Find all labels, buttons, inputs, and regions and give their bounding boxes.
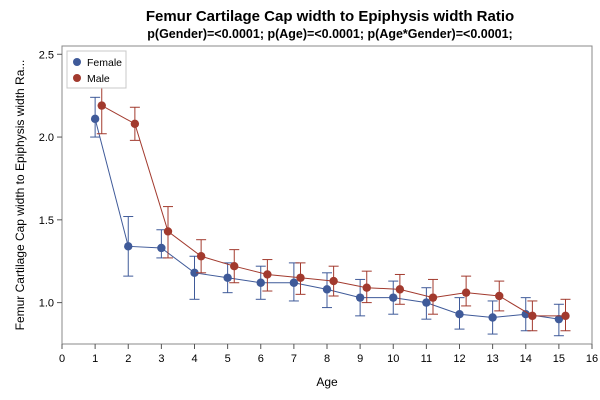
x-tick-label: 16 [586, 353, 598, 365]
legend-male-label: Male [87, 73, 110, 85]
y-tick-label: 1.0 [39, 298, 54, 310]
x-tick-label: 5 [225, 353, 231, 365]
male-data-point [495, 291, 504, 301]
female-data-point [190, 268, 199, 278]
female-data-point [521, 310, 530, 319]
chart-subtitle: p(Gender)=<0.0001; p(Age)=<0.0001; p(Age… [147, 27, 513, 41]
female-data-point [157, 243, 166, 253]
female-data-point [90, 114, 100, 124]
x-tick-label: 1 [92, 353, 98, 365]
male-data-point [428, 293, 438, 302]
x-tick-label: 9 [357, 353, 363, 365]
female-data-point [322, 285, 332, 294]
male-data-point [561, 311, 570, 321]
x-tick-label: 8 [324, 353, 330, 365]
y-tick-label: 2.0 [39, 132, 54, 144]
x-tick-label: 15 [553, 353, 565, 365]
male-data-point [329, 276, 338, 286]
x-tick-label: 14 [520, 353, 532, 365]
male-data-point [130, 119, 140, 129]
male-data-point [230, 261, 239, 271]
legend-female-label: Female [87, 57, 122, 69]
female-data-point [289, 278, 299, 287]
legend-male-marker [73, 74, 81, 82]
female-data-point [223, 273, 232, 282]
male-data-point [97, 101, 106, 110]
x-tick-label: 7 [291, 353, 297, 365]
male-data-point [528, 311, 537, 321]
male-data-point [196, 252, 206, 261]
x-tick-label: 4 [191, 353, 197, 365]
female-data-point [554, 314, 564, 324]
y-tick-label: 1.5 [39, 215, 54, 227]
female-data-point [422, 298, 431, 307]
x-tick-label: 6 [258, 353, 264, 365]
y-tick-label: 2.5 [39, 49, 54, 61]
female-data-point [455, 310, 464, 319]
legend-female-marker [73, 58, 81, 66]
x-tick-label: 0 [59, 353, 65, 365]
female-data-point [389, 293, 398, 302]
x-tick-label: 10 [387, 353, 399, 365]
x-tick-label: 13 [487, 353, 499, 365]
y-axis-label: Femur Cartilage Cap width to Epiphysis w… [13, 60, 27, 331]
x-tick-label: 2 [125, 353, 131, 365]
female-data-point [355, 293, 365, 302]
female-data-point [124, 242, 133, 251]
male-data-point [263, 270, 272, 279]
x-tick-label: 3 [158, 353, 164, 365]
male-data-point [362, 283, 371, 292]
male-data-point [163, 227, 173, 236]
male-data-point [395, 285, 405, 294]
x-tick-label: 11 [421, 353, 432, 365]
female-data-point [256, 278, 265, 287]
x-tick-label: 12 [453, 353, 465, 365]
male-data-point [296, 273, 305, 282]
chart-title: Femur Cartilage Cap width to Epiphysis w… [145, 8, 515, 25]
x-axis-label: Age [316, 375, 338, 389]
male-data-point [461, 288, 471, 297]
female-data-point [488, 313, 497, 322]
